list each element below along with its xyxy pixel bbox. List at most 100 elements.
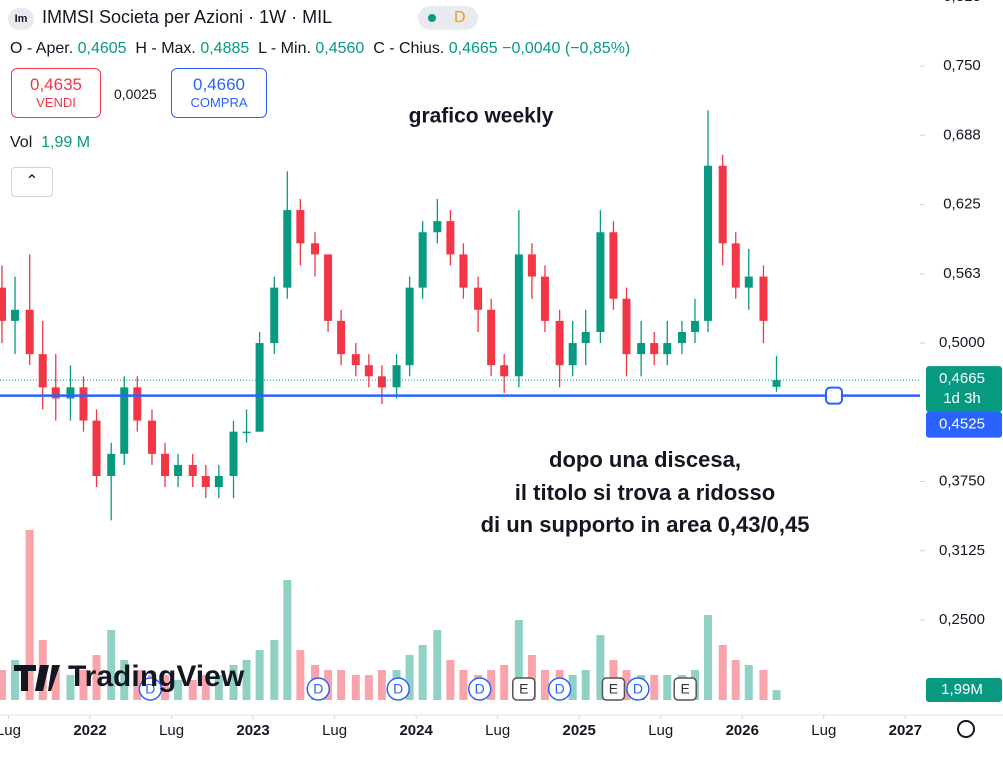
candle-body bbox=[759, 276, 768, 321]
label: H - Max. bbox=[135, 40, 196, 57]
y-tick-label: 0,688 bbox=[943, 126, 981, 143]
countdown: 1d 3h bbox=[943, 390, 981, 407]
x-tick-label: Lug bbox=[159, 722, 184, 739]
ohlc: O - Aper. 0,4605 H - Max. 0,4885 L - Min… bbox=[10, 40, 630, 58]
y-tick-label: 0,2500 bbox=[939, 611, 985, 628]
value: 0,4605 bbox=[77, 40, 127, 57]
logo-mark bbox=[14, 665, 60, 691]
candle-body bbox=[609, 232, 618, 299]
y-tick-label: 0,3750 bbox=[939, 473, 985, 490]
volume-bar bbox=[214, 675, 223, 700]
y-tick-label: 0,813 bbox=[943, 0, 981, 5]
label: O - Aper. bbox=[10, 40, 74, 57]
candle-body bbox=[25, 309, 34, 355]
annotation: il titolo si trova a ridosso bbox=[515, 480, 775, 505]
volume-bar bbox=[487, 670, 496, 700]
volume-bar bbox=[188, 680, 197, 700]
candle-body bbox=[581, 331, 590, 344]
settings-button[interactable] bbox=[957, 720, 975, 738]
event-label: D bbox=[555, 681, 565, 697]
candle-body bbox=[133, 387, 142, 421]
candle-body bbox=[596, 232, 605, 332]
candle-body bbox=[51, 387, 60, 399]
candle-body bbox=[337, 320, 346, 355]
volume-bar bbox=[11, 660, 20, 700]
candle-body bbox=[66, 387, 75, 399]
volume-bar bbox=[377, 670, 386, 700]
label: Vol bbox=[10, 134, 33, 151]
x-tick-label: 2026 bbox=[726, 722, 759, 739]
volume-bar bbox=[540, 670, 549, 700]
candle-body bbox=[418, 232, 427, 288]
candle-body bbox=[650, 343, 659, 355]
x-tick-label: 2023 bbox=[236, 722, 269, 739]
volume-bar bbox=[433, 630, 442, 700]
candle-body bbox=[79, 387, 88, 421]
candle-body bbox=[690, 320, 699, 332]
candle-body bbox=[487, 309, 496, 366]
event-label: D bbox=[313, 681, 323, 697]
volume-bar bbox=[283, 580, 292, 700]
y-tick-label: 0,750 bbox=[943, 57, 981, 74]
event-label: D bbox=[633, 681, 643, 697]
candle-body bbox=[433, 221, 442, 233]
x-tick-label: Lug bbox=[485, 722, 510, 739]
volume-bar bbox=[704, 615, 713, 700]
volume-bar bbox=[174, 680, 183, 700]
volume-bar bbox=[418, 645, 427, 700]
candle-body bbox=[555, 320, 564, 366]
event-label: D bbox=[475, 681, 485, 697]
candle-body bbox=[637, 343, 646, 355]
candle-body bbox=[92, 420, 101, 477]
candle-body bbox=[663, 343, 672, 355]
volume-bar bbox=[744, 665, 753, 700]
candle-body bbox=[270, 287, 279, 344]
event-label: E bbox=[609, 681, 618, 697]
event-label: D bbox=[145, 681, 155, 697]
volume-bar bbox=[201, 675, 210, 700]
buy-button[interactable]: 0,4660 COMPRA bbox=[171, 68, 267, 118]
support-tag bbox=[926, 411, 1002, 438]
candle-body bbox=[392, 365, 401, 388]
candle-body bbox=[0, 287, 6, 321]
volume-bar bbox=[92, 655, 101, 700]
buy-text: COMPRA bbox=[190, 95, 248, 110]
volume-bar bbox=[405, 655, 414, 700]
candle-body bbox=[568, 343, 577, 366]
symbol: IMMSI Societa per Azioni · 1W · MIL bbox=[42, 7, 333, 27]
volume-bar bbox=[0, 670, 6, 700]
candle-body bbox=[500, 365, 509, 377]
volume-bar bbox=[296, 650, 305, 700]
time-axis-bg bbox=[0, 715, 1003, 763]
candle-body bbox=[704, 165, 713, 321]
candle-body bbox=[242, 431, 251, 434]
candle-body bbox=[364, 365, 373, 377]
volume-bar bbox=[650, 675, 659, 700]
volume-tag bbox=[926, 678, 1002, 703]
collapse-button[interactable]: ⌃ bbox=[11, 167, 53, 197]
sell-button[interactable]: 0,4635 VENDI bbox=[11, 68, 101, 118]
label: L - Min. bbox=[258, 40, 311, 57]
annotation: grafico weekly bbox=[409, 105, 554, 128]
volume-legend: Vol 1,99 M bbox=[10, 134, 90, 152]
volume-bar bbox=[229, 665, 238, 700]
change: −0,0040 (−0,85%) bbox=[502, 40, 631, 57]
volume-bar bbox=[514, 620, 523, 700]
volume-bar bbox=[79, 670, 88, 700]
y-tick-label: 0,3125 bbox=[939, 542, 985, 559]
candle-body bbox=[772, 380, 781, 387]
volume-bar bbox=[107, 630, 116, 700]
x-tick-label: Lug bbox=[811, 722, 836, 739]
candle-body bbox=[377, 376, 386, 388]
volume-bar bbox=[500, 665, 509, 700]
sell-text: VENDI bbox=[36, 95, 76, 110]
event-marker bbox=[673, 677, 697, 701]
value: 0,4665 bbox=[448, 40, 498, 57]
volume-bar bbox=[337, 670, 346, 700]
candle-body bbox=[161, 453, 170, 477]
y-tick-label: 0,5000 bbox=[939, 334, 985, 351]
event-marker bbox=[306, 677, 331, 701]
volume-bar bbox=[459, 670, 468, 700]
volume-bar bbox=[596, 635, 605, 700]
